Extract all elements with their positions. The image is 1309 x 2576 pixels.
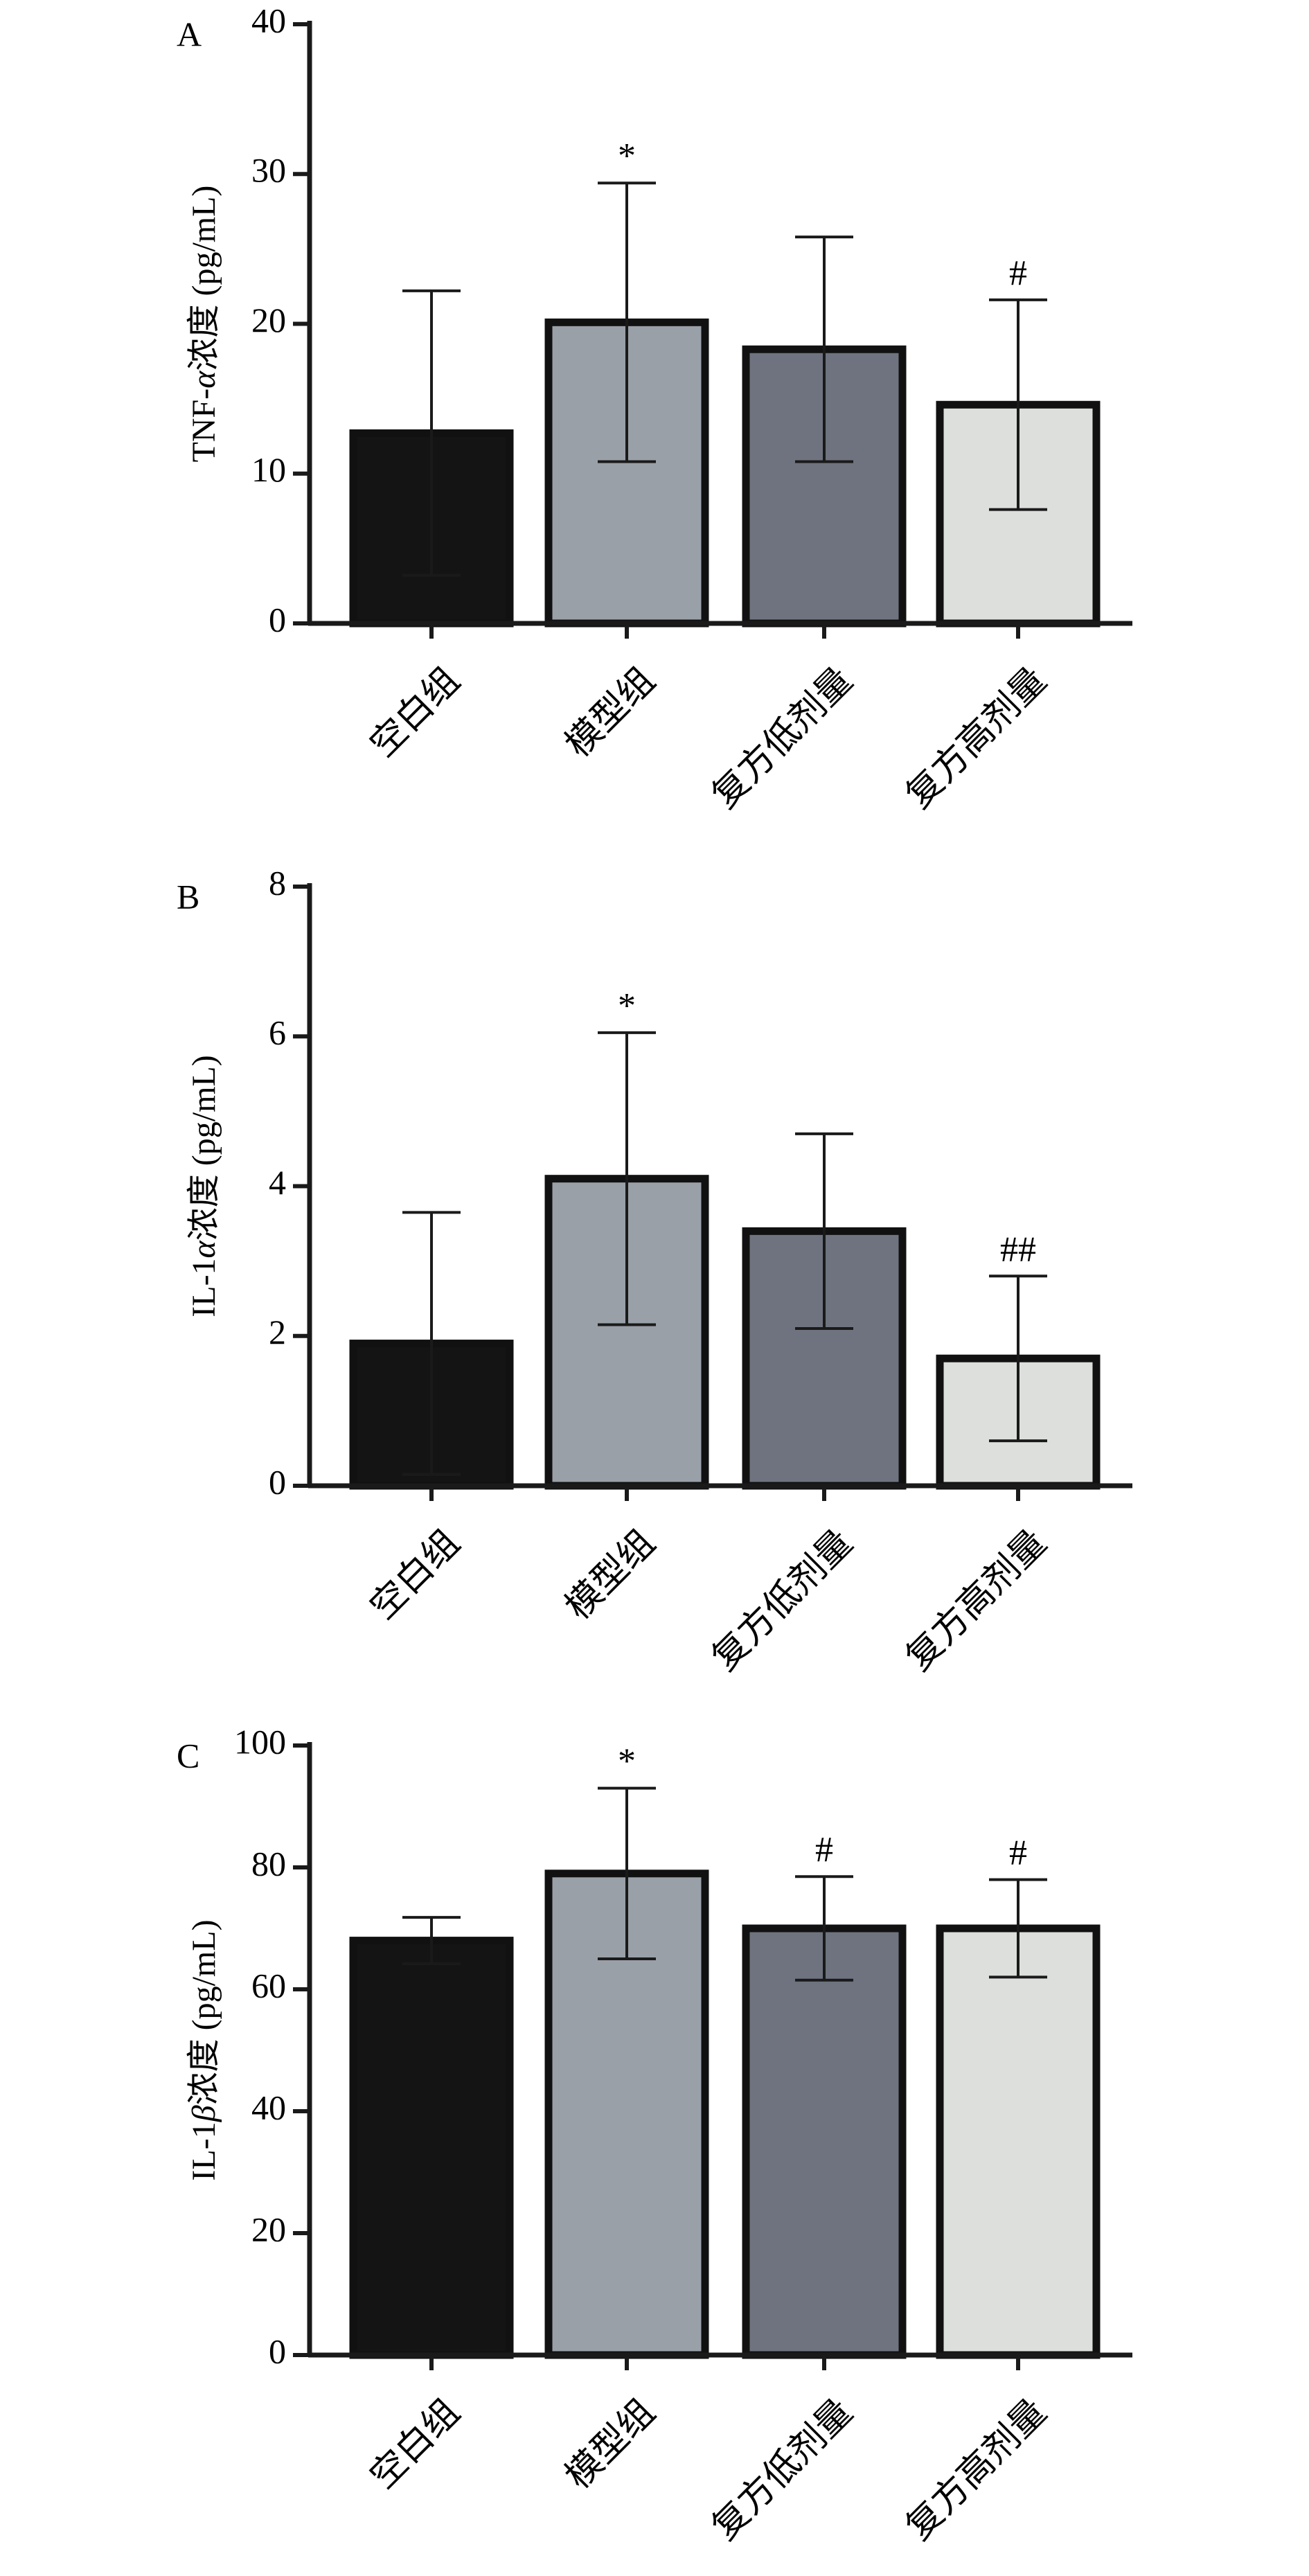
panel-a: A * #0 10 20 30 40 空白组 模型组 复方低剂量 复方高剂量 TNF-α浓度 (pg/… [177,1,1132,816]
y-tick-label: 40 [251,2088,286,2126]
y-axis-title-prefix: TNF- [186,389,222,463]
y-axis-title-prefix: IL-1 [186,2122,222,2180]
y-axis-title-greek: α [186,371,222,389]
significance-mark: * [618,1742,636,1782]
y-tick-label: 20 [251,2210,286,2248]
bar-3 [742,1924,907,2359]
y-axis-title-greek: β [186,2105,222,2122]
y-tick-label: 0 [269,600,286,639]
bar-4 [936,400,1101,628]
error-bar-2 [598,1786,656,1960]
error-bar-4 [989,1274,1047,1443]
error-bar-4 [989,298,1047,511]
error-bar-1 [402,1211,461,1476]
y-tick-label: 2 [269,1313,286,1351]
error-bar-3 [795,1875,853,1982]
panel-letter: A [177,15,202,53]
y-axis-title-suffix: 浓度 (pg/mL) [186,186,222,371]
bar-1 [349,1937,514,2359]
y-axis-title: IL-1β浓度 (pg/mL) [186,1919,222,2180]
x-category-label: 模型组 [558,1523,663,1628]
y-axis-title-suffix: 浓度 (pg/mL) [186,1055,222,1241]
x-category-label: 复方高剂量 [899,1523,1054,1678]
x-category-label: 复方低剂量 [705,1523,860,1678]
panel-c: C * # #0 20 40 60 80 100 空白组 模型组 复方低剂量 复方高剂量 IL-1β浓度 … [177,1722,1132,2548]
error-bar-1 [402,289,461,577]
panel-letter: C [177,1736,199,1775]
error-bar-4 [989,1878,1047,1979]
y-tick-label: 0 [269,2331,286,2370]
y-tick-label: 60 [251,1966,286,2005]
y-tick-label: 30 [251,151,286,190]
error-bar-3 [795,236,853,463]
y-tick-label: 4 [269,1163,286,1202]
y-tick-label: 80 [251,1844,286,1883]
panel-letter: B [177,877,199,916]
significance-mark: # [1009,254,1027,293]
y-tick-label: 20 [251,301,286,339]
significance-mark: * [618,986,636,1026]
y-axis-title-prefix: IL-1 [186,1258,222,1317]
y-tick-label: 100 [234,1722,286,1761]
x-category-label: 空白组 [363,661,467,765]
x-category-label: 复方低剂量 [705,2392,860,2548]
y-axis-title-suffix: 浓度 (pg/mL) [186,1919,222,2105]
x-category-label: 复方高剂量 [899,2392,1054,2548]
y-tick-label: 40 [251,1,286,39]
x-category-label: 模型组 [558,2392,663,2497]
y-tick-label: 10 [251,450,286,489]
x-category-label: 复方高剂量 [899,661,1054,816]
y-tick-label: 6 [269,1013,286,1052]
panel-b: B * ## 0 2 4 6 8 空白组 模型组 复方低剂量 复方高剂量 IL-1α浓度 (pg/mL) [177,863,1132,1678]
y-axis-title-greek: α [186,1240,222,1258]
significance-mark: ## [1000,1229,1036,1269]
y-tick-label: 0 [269,1462,286,1501]
y-axis-title: TNF-α浓度 (pg/mL) [186,186,222,463]
error-bar-2 [598,181,656,463]
bar-4 [936,1924,1101,2359]
error-bar-3 [795,1132,853,1330]
significance-mark: # [815,1830,833,1869]
x-category-label: 模型组 [558,661,663,765]
y-tick-label: 8 [269,863,286,902]
bar-3 [742,1227,907,1490]
x-category-label: 空白组 [363,1523,467,1628]
significance-mark: * [618,136,636,176]
error-bar-1 [402,1916,461,1966]
significance-mark: # [1009,1833,1027,1873]
x-category-label: 复方低剂量 [705,661,860,816]
x-category-label: 空白组 [363,2392,467,2497]
y-axis-title: IL-1α浓度 (pg/mL) [186,1055,222,1317]
error-bar-2 [598,1031,656,1326]
